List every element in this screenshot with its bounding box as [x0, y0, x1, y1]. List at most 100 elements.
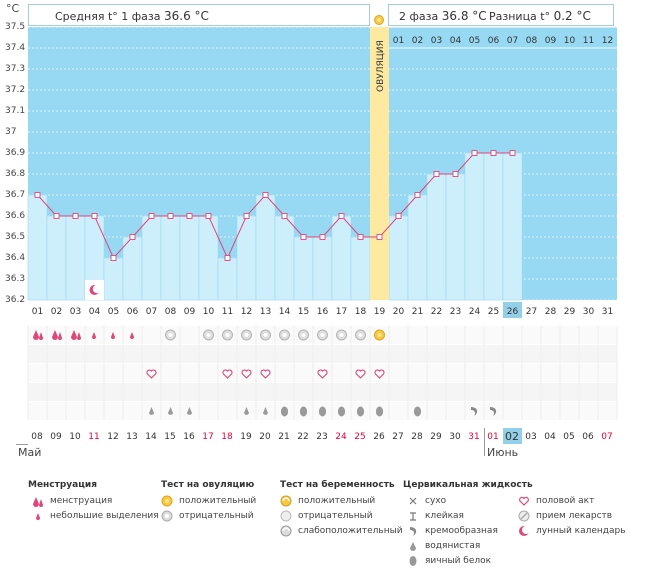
phase1-summary: Средняя t° 1 фаза 36.6 °C	[28, 4, 370, 26]
calendar-date: 05	[563, 432, 575, 442]
temperature-bar	[312, 236, 333, 301]
temperature-bar	[255, 194, 276, 301]
temperature-bar	[46, 215, 67, 301]
temperature-point	[281, 213, 288, 219]
moon-icon	[85, 280, 104, 300]
heart-icon	[241, 369, 252, 379]
phase2-summary: 2 фаза 36.8 °C Разница t° 0.2 °C	[388, 4, 614, 26]
temperature-point	[148, 213, 155, 219]
calendar-date: 31	[468, 432, 480, 442]
y-tick-label: 37.1	[5, 106, 26, 116]
temperature-bar	[217, 257, 238, 301]
cycle-day-label: 09	[184, 307, 196, 317]
calendar-date: 18	[221, 432, 233, 442]
cycle-day-label: 23	[450, 307, 461, 317]
temperature-point	[186, 213, 193, 219]
menstruation-icon	[71, 330, 81, 340]
temperature-bar	[160, 215, 181, 301]
heart	[241, 369, 252, 379]
sun-positive-icon	[161, 495, 173, 507]
temperature-point	[300, 234, 307, 240]
temperature-point	[509, 150, 516, 156]
legend-label: отрицательный	[298, 510, 373, 521]
cycle-day-label: 17	[336, 307, 347, 317]
diff-value: 0.2 °C	[553, 9, 591, 23]
drop	[130, 332, 134, 339]
water-icon	[168, 407, 173, 415]
legend-label: кремообразная	[425, 525, 498, 536]
temperature-point	[395, 213, 402, 219]
y-tick-label: 36.5	[5, 232, 26, 242]
temperature-point	[414, 192, 421, 198]
legend-label: слабоположительный	[298, 525, 403, 536]
heart-icon	[146, 369, 157, 379]
calendar-date: 13	[126, 432, 138, 442]
ovulation-label: ОВУЛЯЦИЯ	[376, 40, 386, 92]
sun-core	[244, 333, 249, 337]
calendar-date: 25	[354, 432, 366, 442]
temperature-point	[338, 213, 345, 219]
sun-icon	[374, 10, 384, 25]
y-tick-label: 36.9	[5, 148, 26, 158]
heart-icon	[355, 369, 366, 379]
legend-label: положительный	[298, 495, 376, 506]
legend-pregtest-neg: отрицательный	[280, 509, 373, 522]
cream	[471, 407, 478, 416]
calendar-date: 10	[69, 432, 81, 442]
heart	[317, 369, 328, 379]
temperature-bar	[274, 215, 295, 301]
cycle-day-label: 21	[412, 307, 423, 317]
legend-pregtest-title: Тест на беременность	[280, 480, 395, 490]
calendar-date: 03	[525, 432, 537, 442]
cycle-day-label: 03	[70, 307, 81, 317]
drop	[168, 407, 173, 415]
sun-core	[301, 333, 306, 337]
cycle-day-label: 27	[526, 307, 537, 317]
temperature-bar	[293, 236, 314, 301]
drop	[263, 407, 268, 415]
cycle-day-label: 22	[431, 307, 442, 317]
temperature-bar	[483, 152, 504, 301]
sun-positive-icon	[374, 329, 385, 341]
egg	[337, 406, 346, 417]
sun-negative-icon	[336, 329, 347, 341]
cycle-day-label: 30	[583, 307, 595, 317]
temperature-point	[53, 213, 60, 219]
egg	[280, 406, 289, 417]
symbol-row-bg	[28, 383, 617, 401]
phase2-day-label: 09	[545, 36, 557, 46]
spotting-icon	[130, 332, 134, 339]
drop-icon	[407, 540, 419, 552]
cycle-day-label: 10	[203, 307, 215, 317]
calendar-date: 26	[373, 432, 385, 442]
legend-menstruation-title: Менструация	[28, 480, 97, 490]
sun-negative-icon	[241, 329, 252, 341]
calendar-date: 14	[145, 432, 157, 442]
sun-negative-icon	[317, 329, 328, 341]
temperature-chart: ОВУЛЯЦИЯ 01 02 03 04 05 06 07 08 09 10 11 12 01 02 03 0…	[27, 26, 618, 420]
temperature-point	[471, 150, 478, 156]
calendar-date: 07	[601, 432, 613, 442]
legend-label: отрицательный	[179, 510, 254, 521]
y-tick-label: 36.6	[5, 211, 26, 221]
cycle-day-label: 14	[279, 307, 291, 317]
sun-negative-icon	[203, 329, 214, 341]
temperature-bar	[198, 215, 219, 301]
phase2-day-label: 08	[526, 36, 538, 46]
menstruation-icon	[32, 495, 44, 507]
cycle-day-label: 01	[32, 307, 43, 317]
moon-cutout	[92, 284, 102, 294]
legend-label: лунный календарь	[536, 525, 626, 536]
cycle-day-label: 04	[89, 307, 101, 317]
temperature-bar	[331, 215, 352, 301]
menstruation-icon	[33, 330, 43, 340]
heart	[355, 369, 366, 379]
sun-negative-icon	[279, 329, 290, 341]
calendar-date: 29	[430, 432, 442, 442]
temperature-point	[243, 213, 250, 219]
temperature-point	[224, 255, 231, 261]
calendar-date: 27	[392, 432, 404, 442]
drop	[39, 332, 43, 340]
temperature-point	[319, 234, 326, 240]
temperature-bar	[388, 215, 409, 301]
